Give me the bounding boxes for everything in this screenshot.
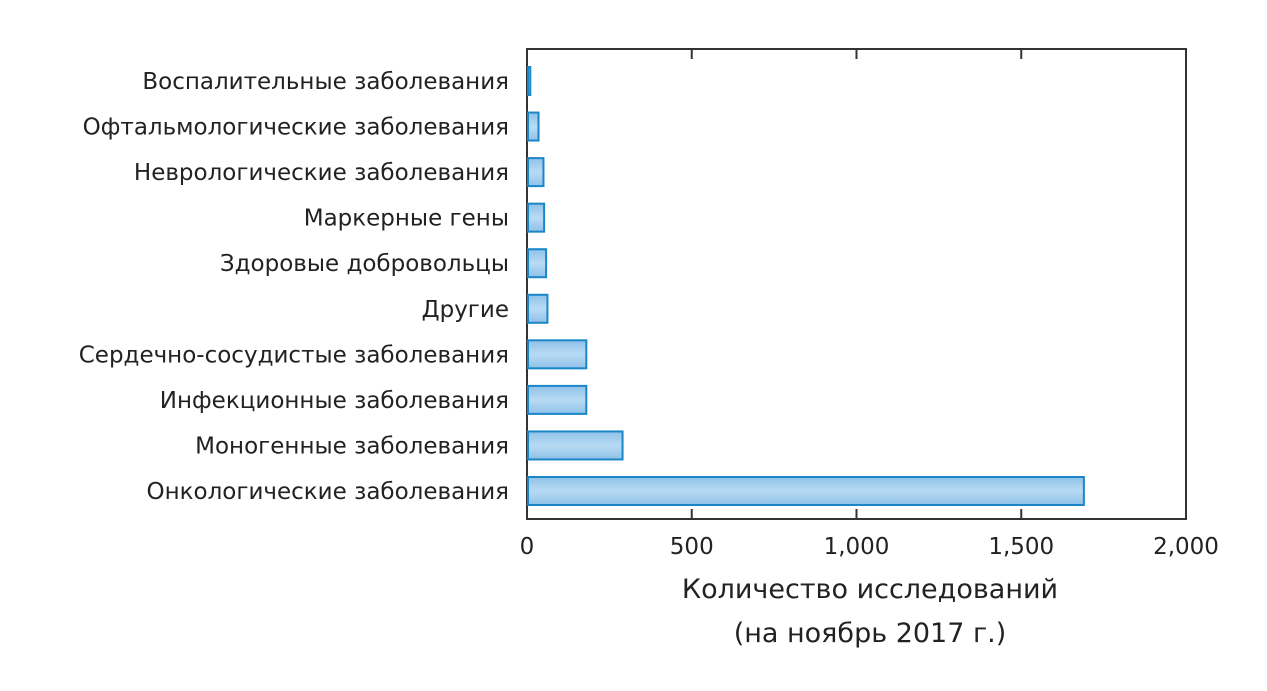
category-label: Онкологические заболевания	[147, 479, 510, 505]
x-axis-title-line2: (на ноябрь 2017 г.)	[734, 618, 1007, 649]
category-label: Сердечно-сосудистые заболевания	[79, 342, 509, 368]
x-tick-label: 500	[670, 534, 714, 560]
x-axis-top-ticks	[690, 49, 1023, 59]
bars-group	[527, 66, 1085, 506]
bar	[527, 202, 546, 233]
category-label: Маркерные гены	[304, 206, 509, 232]
category-label: Моногенные заболевания	[195, 433, 509, 459]
x-tick-label: 2,000	[1153, 534, 1219, 560]
bar	[527, 339, 588, 370]
category-labels: Воспалительные заболевания Офтальмологиче…	[79, 69, 509, 505]
x-tick-label: 0	[520, 534, 535, 560]
x-tick-label: 1,500	[988, 534, 1054, 560]
bar	[527, 293, 549, 324]
bar	[527, 430, 624, 461]
x-tick-label: 1,000	[824, 534, 890, 560]
x-axis-bottom-ticks	[690, 509, 1023, 519]
bar	[527, 66, 532, 96]
plot-area-frame	[526, 48, 1187, 520]
bar	[527, 248, 548, 279]
category-label: Здоровые добровольцы	[220, 251, 509, 277]
category-label: Воспалительные заболевания	[142, 69, 509, 95]
bar	[527, 384, 588, 415]
category-label: Неврологические заболевания	[134, 160, 509, 186]
bar	[527, 111, 540, 142]
x-tick-labels: 0 500 1,000 1,500 2,000	[520, 534, 1219, 560]
bar	[527, 157, 545, 188]
x-axis-title-line1: Количество исследований	[682, 574, 1058, 605]
category-label: Другие	[422, 297, 509, 323]
category-label: Инфекционные заболевания	[160, 388, 509, 414]
bar	[527, 476, 1085, 506]
category-label: Офтальмологические заболевания	[83, 115, 509, 141]
